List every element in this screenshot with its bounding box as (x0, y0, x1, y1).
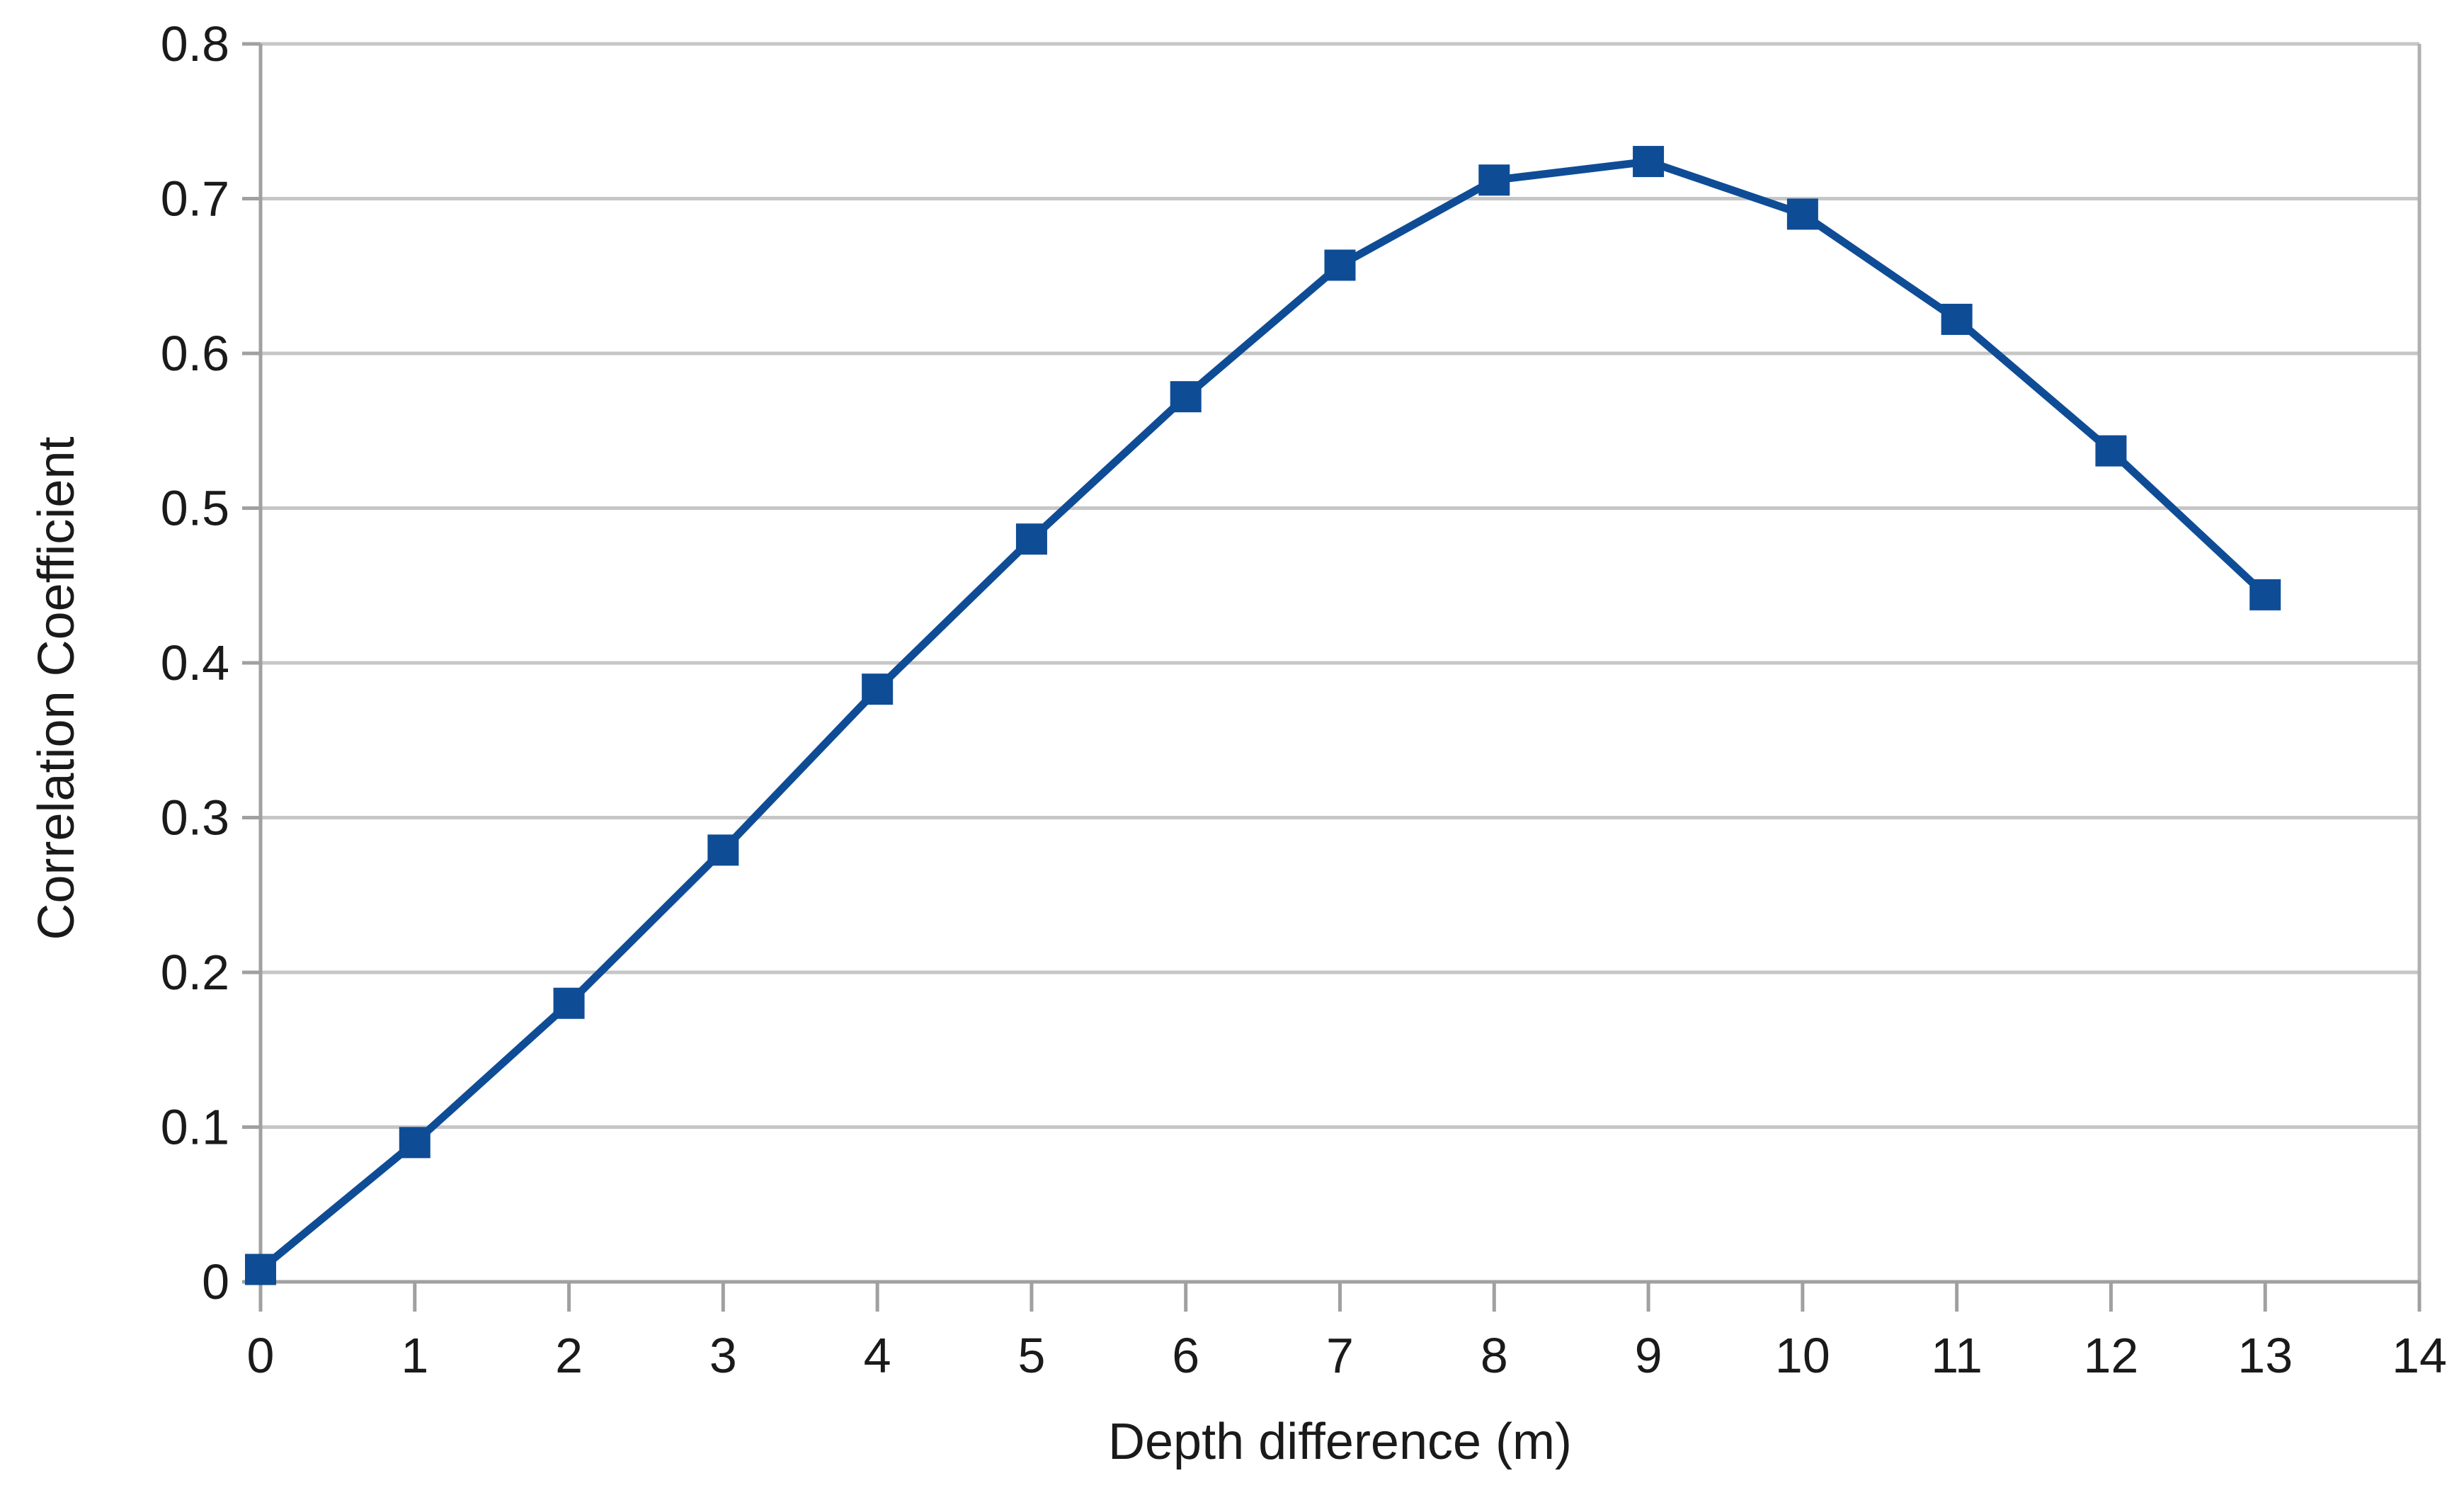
x-tick-label: 7 (1326, 1328, 1354, 1383)
x-tick-label: 3 (709, 1328, 737, 1383)
x-tick-label: 2 (555, 1328, 583, 1383)
y-tick-label: 0.2 (161, 945, 229, 1000)
x-tick-label: 11 (1931, 1328, 1983, 1383)
data-point-marker (862, 673, 894, 705)
x-tick-label: 8 (1481, 1328, 1508, 1383)
data-point-marker (2095, 435, 2127, 467)
data-point-marker (707, 834, 739, 866)
y-tick-label: 0.1 (161, 1100, 229, 1155)
data-point-marker (399, 1127, 430, 1159)
data-point-marker (1941, 303, 1973, 335)
y-axis-title: Correlation Coefficient (28, 436, 85, 940)
y-tick-label: 0.6 (161, 326, 229, 381)
series-line (258, 157, 2268, 1273)
data-point-marker (1324, 249, 1356, 281)
y-tick-label: 0.8 (161, 16, 229, 72)
x-tick-label: 0 (247, 1328, 275, 1383)
y-tick-label: 0.4 (161, 635, 229, 690)
data-point-marker (553, 987, 585, 1019)
y-tick-label: 0.3 (161, 790, 229, 846)
y-tick-label: 0.5 (161, 481, 229, 536)
data-point-marker (1015, 523, 1047, 555)
x-tick-label: 9 (1635, 1328, 1662, 1383)
y-tick-label: 0.7 (161, 171, 229, 227)
data-point-marker (2249, 579, 2281, 610)
data-point-marker (245, 1254, 276, 1285)
y-tick-label: 0 (202, 1254, 229, 1309)
data-point-marker (1170, 381, 1202, 413)
data-point-marker (1633, 146, 1665, 178)
x-tick-label: 14 (2392, 1328, 2447, 1383)
x-tick-label: 13 (2237, 1328, 2293, 1383)
x-tick-label: 12 (2083, 1328, 2138, 1383)
x-tick-label: 6 (1172, 1328, 1199, 1383)
x-tick-label: 10 (1775, 1328, 1830, 1383)
x-axis-title: Depth difference (m) (1108, 1414, 1572, 1470)
x-tick-label: 4 (864, 1328, 891, 1383)
x-tick-label: 5 (1017, 1328, 1045, 1383)
data-point-marker (1786, 198, 1818, 230)
x-tick-label: 1 (401, 1328, 428, 1383)
data-point-marker (1478, 164, 1510, 196)
